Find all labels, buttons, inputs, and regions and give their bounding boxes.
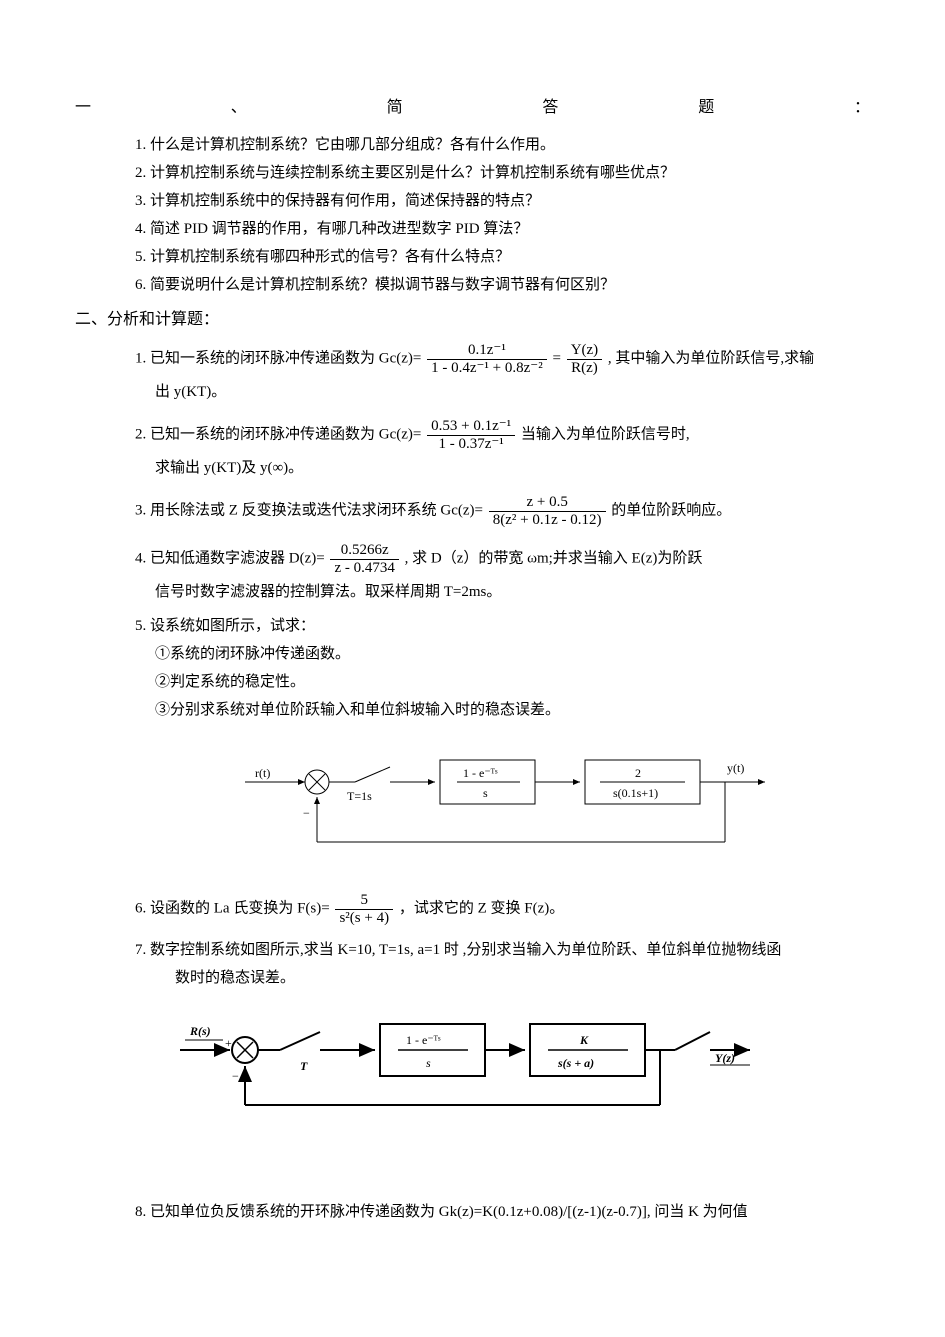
q2-5: 5. 设系统如图所示，试求： <box>135 614 870 638</box>
q2-1: 1. 已知一系统的闭环脉冲传递函数为 Gc(z)= 0.1z⁻¹ 1 - 0.4… <box>135 342 870 376</box>
q2-4-post: , 求 D（z）的带宽 ωm;并求当输入 E(z)为阶跃 <box>405 551 703 567</box>
d7-minus: − <box>232 1069 239 1083</box>
q2-4-frac: 0.5266z z - 0.4734 <box>330 542 398 576</box>
q2-2: 2. 已知一系统的闭环脉冲传递函数为 Gc(z)= 0.53 + 0.1z⁻¹ … <box>135 418 870 452</box>
q1-3: 3. 计算机控制系统中的保持器有何作用，简述保持器的特点？ <box>135 189 870 213</box>
h-one: 一 <box>75 95 91 121</box>
diagram-q5-svg: r(t) − T=1s 1 - e⁻ᵀˢ s 2 s(0.1s+1) <box>235 742 775 872</box>
q2-2-pre: 2. 已知一系统的闭环脉冲传递函数为 Gc(z)= <box>135 427 425 443</box>
q2-6-pre: 6. 设函数的 La 氏变换为 F(s)= <box>135 901 333 917</box>
q2-8: 8. 已知单位负反馈系统的开环脉冲传递函数为 Gk(z)=K(0.1z+0.08… <box>135 1200 870 1224</box>
q2-6-d: s²(s + 4) <box>335 909 393 927</box>
q1-2: 2. 计算机控制系统与连续控制系统主要区别是什么？计算机控制系统有哪些优点？ <box>135 161 870 185</box>
q2-1-pre: 1. 已知一系统的闭环脉冲传递函数为 Gc(z)= <box>135 351 425 367</box>
q2-7: 7. 数字控制系统如图所示,求当 K=10, T=1s, a=1 时 ,分别求当… <box>135 938 870 962</box>
h-colon: ： <box>854 95 870 121</box>
q1-6: 6. 简要说明什么是计算机控制系统？模拟调节器与数字调节器有何区别？ <box>135 273 870 297</box>
q2-2-d: 1 - 0.37z⁻¹ <box>427 435 515 453</box>
q2-2-frac: 0.53 + 0.1z⁻¹ 1 - 0.37z⁻¹ <box>427 418 515 452</box>
q2-1-eq: = <box>552 351 564 367</box>
q2-6-n: 5 <box>335 892 393 909</box>
q2-4-n: 0.5266z <box>330 542 398 559</box>
q1-5: 5. 计算机控制系统有哪四种形式的信号？各有什么特点？ <box>135 245 870 269</box>
q1-4: 4. 简述 PID 调节器的作用，有哪几种改进型数字 PID 算法？ <box>135 217 870 241</box>
section-one-header: 一 、 简 答 题 ： <box>75 95 870 121</box>
d5-sampler: T=1s <box>347 789 372 803</box>
q2-1-f1d: 1 - 0.4z⁻¹ + 0.8z⁻² <box>427 359 547 377</box>
d5-b1-num: 1 - e⁻ᵀˢ <box>463 766 498 780</box>
d7-output: Y(z) <box>715 1051 735 1065</box>
d5-output: y(t) <box>727 761 744 775</box>
q2-1-post: , 其中输入为单位阶跃信号,求输 <box>608 351 814 367</box>
q2-4-d: z - 0.4734 <box>330 559 398 577</box>
q2-1-f2n: Y(z) <box>567 342 602 359</box>
d7-input: R(s) <box>189 1024 211 1038</box>
q2-1-f2d: R(z) <box>567 359 602 377</box>
section-one-list: 1. 什么是计算机控制系统？它由哪几部分组成？各有什么作用。 2. 计算机控制系… <box>75 133 870 297</box>
q2-6-frac: 5 s²(s + 4) <box>335 892 393 926</box>
q2-5-s2: ②判定系统的稳定性。 <box>135 670 870 694</box>
h-jian: 简 <box>387 95 403 121</box>
q2-3-n: z + 0.5 <box>489 494 606 511</box>
section-two-list: 1. 已知一系统的闭环脉冲传递函数为 Gc(z)= 0.1z⁻¹ 1 - 0.4… <box>75 342 870 1224</box>
q1-1: 1. 什么是计算机控制系统？它由哪几部分组成？各有什么作用。 <box>135 133 870 157</box>
h-comma: 、 <box>231 95 247 121</box>
diagram-q7-svg: R(s) + − T 1 - e⁻ᵀˢ s K s(s + a) <box>175 1010 755 1140</box>
q2-4-line2: 信号时数字滤波器的控制算法。取采样周期 T=2ms。 <box>135 580 870 604</box>
q2-4-pre: 4. 已知低通数字滤波器 D(z)= <box>135 551 328 567</box>
q2-5-s1: ①系统的闭环脉冲传递函数。 <box>135 642 870 666</box>
q2-4: 4. 已知低通数字滤波器 D(z)= 0.5266z z - 0.4734 , … <box>135 542 870 576</box>
d5-minus: − <box>303 806 310 820</box>
q2-1-line2: 出 y(KT)。 <box>135 380 870 404</box>
q2-2-n: 0.53 + 0.1z⁻¹ <box>427 418 515 435</box>
section-two-header: 二、分析和计算题： <box>75 307 870 333</box>
q2-3-d: 8(z² + 0.1z - 0.12) <box>489 511 606 529</box>
q2-6: 6. 设函数的 La 氏变换为 F(s)= 5 s²(s + 4) ，试求它的 … <box>135 892 870 926</box>
q2-1-f1n: 0.1z⁻¹ <box>427 342 547 359</box>
q2-6-post: ，试求它的 Z 变换 F(z)。 <box>399 901 564 917</box>
d7-sampler: T <box>300 1059 308 1073</box>
d5-b1-den: s <box>483 786 488 800</box>
q2-5-s3: ③分别求系统对单位阶跃输入和单位斜坡输入时的稳态误差。 <box>135 698 870 722</box>
d5-b2-den: s(0.1s+1) <box>613 786 658 800</box>
diagram-q7: R(s) + − T 1 - e⁻ᵀˢ s K s(s + a) <box>175 1010 870 1140</box>
d7-b1-num: 1 - e⁻ᵀˢ <box>406 1033 441 1047</box>
q2-3-pre: 3. 用长除法或 Z 反变换法或迭代法求闭环系统 Gc(z)= <box>135 503 487 519</box>
q2-2-line2: 求输出 y(KT)及 y(∞)。 <box>135 456 870 480</box>
q2-2-post: 当输入为单位阶跃信号时, <box>521 427 690 443</box>
d5-input: r(t) <box>255 766 270 780</box>
d7-b2-num: K <box>579 1033 589 1047</box>
d7-b1-den: s <box>426 1056 431 1070</box>
q2-1-frac2: Y(z) R(z) <box>567 342 602 376</box>
d7-b2-den: s(s + a) <box>557 1056 594 1070</box>
q2-3-post: 的单位阶跃响应。 <box>611 503 731 519</box>
d7-plus: + <box>225 1036 232 1050</box>
d5-b2-num: 2 <box>635 766 641 780</box>
q2-3: 3. 用长除法或 Z 反变换法或迭代法求闭环系统 Gc(z)= z + 0.5 … <box>135 494 870 528</box>
q2-1-frac1: 0.1z⁻¹ 1 - 0.4z⁻¹ + 0.8z⁻² <box>427 342 547 376</box>
h-ti: 题 <box>698 95 714 121</box>
diagram-q5: r(t) − T=1s 1 - e⁻ᵀˢ s 2 s(0.1s+1) <box>235 742 870 872</box>
h-da: 答 <box>542 95 558 121</box>
q2-3-frac: z + 0.5 8(z² + 0.1z - 0.12) <box>489 494 606 528</box>
q2-7-line2: 数时的稳态误差。 <box>135 966 870 990</box>
